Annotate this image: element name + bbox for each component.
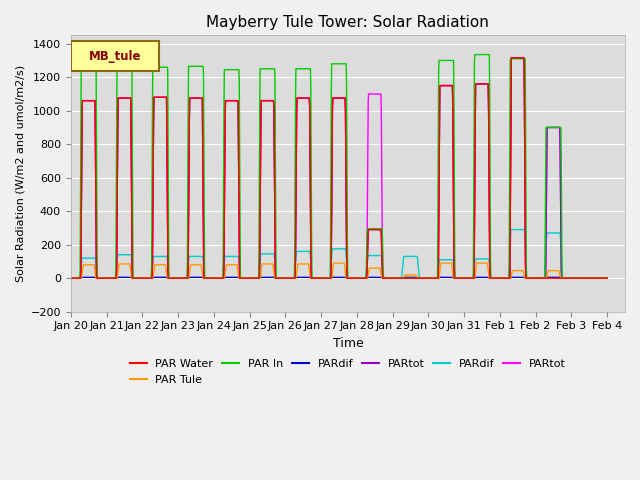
- Line: PAR Water: PAR Water: [71, 58, 607, 278]
- Line: PARdif: PARdif: [71, 229, 607, 278]
- PARdif: [173, 276, 181, 281]
- PAR Water: [422, 276, 430, 281]
- PAR Tule: [67, 276, 75, 281]
- PARtot: [604, 276, 611, 281]
- PARdif: [246, 276, 254, 281]
- PARtot: [540, 276, 548, 281]
- PARdif: [246, 276, 254, 281]
- Line: PARtot: PARtot: [71, 58, 607, 278]
- PAR In: [246, 276, 254, 281]
- PARtot: [540, 276, 548, 281]
- PARdif: [186, 253, 194, 259]
- PARdif: [493, 276, 500, 281]
- PAR Tule: [422, 276, 430, 281]
- PAR Tule: [540, 276, 548, 281]
- PAR Water: [173, 276, 181, 281]
- PARdif: [507, 227, 515, 232]
- PARtot: [422, 276, 430, 281]
- PARtot: [508, 55, 515, 61]
- PAR Water: [67, 276, 75, 281]
- Line: PARdif: PARdif: [71, 277, 607, 278]
- PARdif: [422, 276, 430, 281]
- Legend: PAR Water, PAR Tule, PAR In, PARdif, PARtot, PARdif, PARtot: PAR Water, PAR Tule, PAR In, PARdif, PAR…: [125, 355, 570, 389]
- PARtot: [492, 276, 500, 281]
- PARtot: [604, 276, 611, 281]
- PAR Tule: [604, 276, 611, 281]
- PAR In: [493, 276, 500, 281]
- PARtot: [246, 276, 254, 281]
- PAR Water: [508, 55, 515, 61]
- Line: PARtot: PARtot: [71, 58, 607, 278]
- PARdif: [67, 276, 75, 281]
- PARdif: [79, 275, 86, 280]
- PARdif: [67, 276, 75, 281]
- PARtot: [508, 55, 515, 61]
- PAR Water: [604, 276, 611, 281]
- PAR Water: [186, 95, 194, 101]
- PAR In: [540, 276, 548, 281]
- PAR In: [604, 276, 611, 281]
- PARtot: [173, 276, 181, 281]
- PAR Tule: [246, 276, 254, 281]
- PARtot: [246, 276, 254, 281]
- Line: PAR In: PAR In: [71, 55, 607, 278]
- PARtot: [186, 95, 194, 101]
- PARdif: [492, 276, 500, 281]
- PAR In: [67, 276, 75, 281]
- PAR Tule: [330, 260, 338, 266]
- PARdif: [604, 276, 611, 281]
- Title: Mayberry Tule Tower: Solar Radiation: Mayberry Tule Tower: Solar Radiation: [207, 15, 490, 30]
- PAR Water: [540, 276, 548, 281]
- PARtot: [186, 95, 194, 101]
- PARtot: [67, 276, 75, 281]
- Y-axis label: Solar Radiation (W/m2 and umol/m2/s): Solar Radiation (W/m2 and umol/m2/s): [15, 65, 25, 282]
- PAR In: [173, 276, 181, 281]
- PARtot: [173, 276, 181, 281]
- Line: PAR Tule: PAR Tule: [71, 263, 607, 278]
- X-axis label: Time: Time: [333, 337, 364, 350]
- PAR Water: [492, 276, 500, 281]
- PAR Tule: [493, 276, 500, 281]
- PARdif: [604, 276, 611, 281]
- PAR Tule: [186, 266, 194, 272]
- PARdif: [540, 276, 548, 281]
- PAR In: [186, 63, 194, 69]
- PARdif: [422, 276, 430, 281]
- PARdif: [540, 276, 548, 281]
- PAR In: [471, 52, 479, 58]
- PARtot: [492, 276, 500, 281]
- PARtot: [67, 276, 75, 281]
- PAR Tule: [173, 276, 181, 281]
- PAR Water: [246, 276, 254, 281]
- PARtot: [422, 276, 430, 281]
- PARdif: [187, 275, 195, 280]
- PAR In: [422, 276, 430, 281]
- FancyBboxPatch shape: [71, 41, 159, 71]
- PARdif: [173, 276, 181, 281]
- Text: MB_tule: MB_tule: [89, 49, 141, 62]
